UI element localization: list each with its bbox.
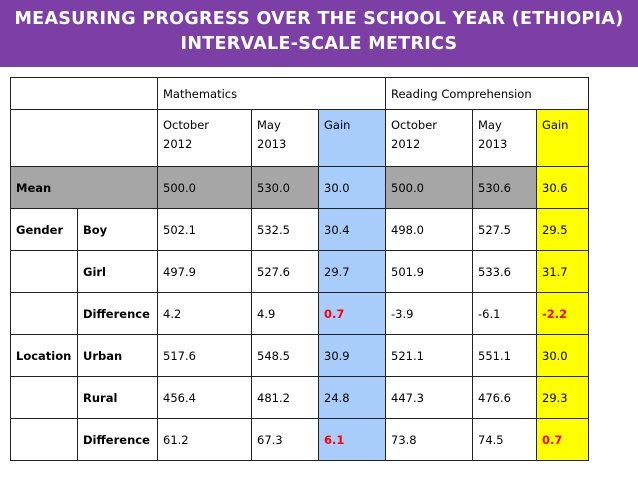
cell-boy-reading-october: 498.0 [385,208,473,251]
table-row-urban: Location Urban 517.6 548.5 30.9 521.1 55… [10,334,590,377]
col-header-line1: May [478,118,502,132]
col-header-reading-gain: Gain [535,109,590,167]
cell-urban-math-october: 517.6 [157,334,252,377]
cell-boy-math-october: 502.1 [157,208,252,251]
col-header-math-may: May 2013 [251,109,319,167]
cell-girl-math-may: 527.6 [251,250,319,293]
cell-location-diff-math-october: 61.2 [157,418,252,461]
cell-girl-reading-gain: 31.7 [535,250,590,293]
col-header-line1: May [257,118,281,132]
row-label-urban: Urban [77,334,158,377]
cell-gender-diff-reading-october: -3.9 [385,292,473,335]
title-banner: MEASURING PROGRESS OVER THE SCHOOL YEAR … [0,0,638,67]
cell-mean-reading-october: 500.0 [385,166,473,209]
cell-gender-diff-math-may: 4.9 [251,292,319,335]
group-header-reading: Reading Comprehension [384,77,590,110]
cell-girl-reading-october: 501.9 [385,250,473,293]
col-header-line2: 2013 [478,137,508,151]
group-header-mathematics: Mathematics [157,77,386,110]
table-row-girl: Girl 497.9 527.6 29.7 501.9 533.6 31.7 [10,250,590,293]
header-blank-cell [10,77,158,110]
cell-boy-math-gain: 30.4 [318,208,386,251]
col-header-line1: October [391,118,438,132]
cell-girl-math-gain: 29.7 [318,250,386,293]
cell-boy-math-may: 532.5 [251,208,319,251]
title-line-1: MEASURING PROGRESS OVER THE SCHOOL YEAR … [14,9,624,29]
row-group-spacer [10,250,78,293]
cell-rural-reading-may: 476.6 [472,376,537,419]
cell-urban-reading-october: 521.1 [385,334,473,377]
cell-rural-math-gain: 24.8 [318,376,386,419]
table-row-location-difference: Difference 61.2 67.3 6.1 73.8 74.5 0.7 [10,418,590,461]
cell-rural-math-october: 456.4 [157,376,252,419]
header-blank-cell [10,109,158,167]
header-row-columns: October 2012 May 2013 Gain October 2012 May… [10,109,590,167]
cell-rural-reading-gain: 29.3 [535,376,590,419]
col-header-line1: Gain [542,118,569,132]
row-label-girl: Girl [77,250,158,293]
row-label-mean: Mean [10,166,158,209]
row-group-spacer [10,418,78,461]
header-row-groups: Mathematics Reading Comprehension [10,77,590,110]
cell-girl-reading-may: 533.6 [472,250,537,293]
col-header-line2: 2012 [163,137,193,151]
cell-boy-reading-gain: 29.5 [535,208,590,251]
cell-urban-reading-gain: 30.0 [535,334,590,377]
row-group-spacer [10,376,78,419]
cell-gender-diff-reading-gain: -2.2 [535,292,590,335]
cell-rural-reading-october: 447.3 [385,376,473,419]
cell-rural-math-may: 481.2 [251,376,319,419]
cell-urban-reading-may: 551.1 [472,334,537,377]
cell-boy-reading-may: 527.5 [472,208,537,251]
col-header-line2: 2013 [257,137,287,151]
col-header-reading-may: May 2013 [472,109,537,167]
row-label-location-difference: Difference [77,418,158,461]
metrics-table: Mathematics Reading Comprehension Octobe… [10,77,590,461]
col-header-line1: Gain [324,118,351,132]
table-row-gender-difference: Difference 4.2 4.9 0.7 -3.9 -6.1 -2.2 [10,292,590,335]
cell-location-diff-math-gain: 6.1 [318,418,386,461]
table-row-rural: Rural 456.4 481.2 24.8 447.3 476.6 29.3 [10,376,590,419]
table-row-mean: Mean 500.0 530.0 30.0 500.0 530.6 30.6 [10,166,590,209]
col-header-line1: October [163,118,210,132]
row-label-boy: Boy [77,208,158,251]
cell-urban-math-gain: 30.9 [318,334,386,377]
cell-mean-math-may: 530.0 [251,166,319,209]
cell-mean-reading-may: 530.6 [472,166,537,209]
cell-mean-reading-gain: 30.6 [535,166,590,209]
cell-urban-math-may: 548.5 [251,334,319,377]
cell-gender-diff-math-gain: 0.7 [318,292,386,335]
cell-mean-math-gain: 30.0 [318,166,386,209]
cell-location-diff-reading-gain: 0.7 [535,418,590,461]
row-label-gender-difference: Difference [77,292,158,335]
col-header-math-october: October 2012 [157,109,252,167]
cell-location-diff-reading-may: 74.5 [472,418,537,461]
row-group-label-gender: Gender [10,208,78,251]
table-row-boy: Gender Boy 502.1 532.5 30.4 498.0 527.5 … [10,208,590,251]
row-label-rural: Rural [77,376,158,419]
cell-gender-diff-math-october: 4.2 [157,292,252,335]
row-group-label-location: Location [10,334,78,377]
row-group-spacer [10,292,78,335]
col-header-reading-october: October 2012 [385,109,473,167]
cell-gender-diff-reading-may: -6.1 [472,292,537,335]
cell-girl-math-october: 497.9 [157,250,252,293]
cell-location-diff-reading-october: 73.8 [385,418,473,461]
title-line-2: INTERVALE-SCALE METRICS [180,34,458,54]
col-header-line2: 2012 [391,137,421,151]
cell-location-diff-math-may: 67.3 [251,418,319,461]
cell-mean-math-october: 500.0 [157,166,252,209]
col-header-math-gain: Gain [318,109,386,167]
